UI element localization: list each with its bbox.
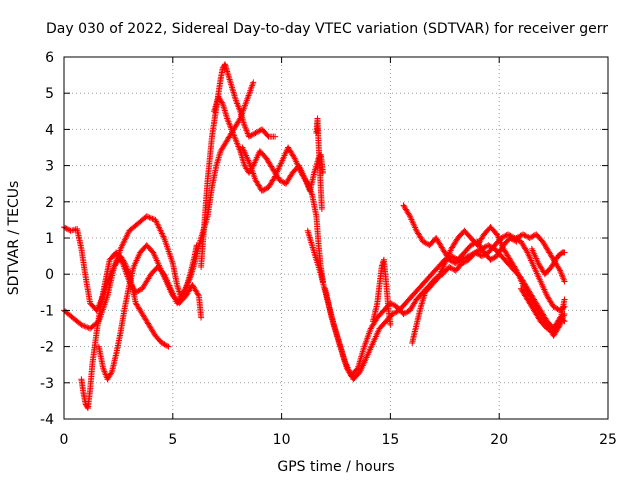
x-tick-label: 15 — [381, 432, 399, 448]
axis-ticks: 0 5 10 15 20 25 -4 -3 -2 -1 0 1 2 3 4 5 6 — [40, 50, 617, 448]
series-markers — [211, 93, 326, 194]
x-tick-label: 5 — [168, 432, 177, 448]
x-tick-label: 25 — [599, 432, 617, 448]
series-markers — [370, 256, 394, 328]
y-tick-label: -4 — [40, 412, 54, 428]
x-tick-label: 20 — [490, 432, 508, 448]
series-trace-6 — [211, 93, 326, 194]
series-trace-16 — [518, 285, 568, 336]
series-trace-15 — [528, 245, 568, 278]
x-axis-label: GPS time / hours — [277, 459, 394, 475]
y-tick-label: 1 — [45, 231, 54, 247]
data-points — [61, 61, 568, 412]
series-markers — [95, 242, 205, 383]
x-tick-label: 10 — [273, 432, 291, 448]
y-tick-label: 3 — [45, 159, 54, 175]
series-markers — [313, 115, 325, 213]
y-tick-label: 5 — [45, 86, 54, 102]
y-axis-label: SDTVAR / TECUs — [6, 181, 22, 296]
y-tick-label: -3 — [40, 376, 54, 392]
y-tick-label: -2 — [40, 340, 54, 356]
y-tick-label: 0 — [45, 267, 54, 283]
grid — [64, 57, 608, 419]
y-tick-label: -1 — [40, 303, 54, 319]
series-markers — [518, 285, 568, 336]
y-tick-label: 4 — [45, 122, 54, 138]
y-tick-label: 2 — [45, 195, 54, 211]
series-trace-12 — [400, 202, 568, 314]
series-markers — [528, 245, 568, 278]
series-markers — [513, 231, 568, 285]
series-trace-11 — [370, 256, 394, 328]
x-tick-label: 0 — [60, 432, 69, 448]
series-markers — [61, 224, 172, 350]
series-markers — [198, 61, 279, 270]
y-tick-label: 6 — [45, 50, 54, 66]
series-markers — [239, 144, 326, 285]
chart-title: Day 030 of 2022, Sidereal Day-to-day VTE… — [46, 21, 608, 37]
series-trace-4 — [95, 242, 205, 383]
series-markers — [400, 202, 568, 314]
series-trace-5 — [198, 61, 279, 270]
series-trace-7 — [239, 144, 326, 285]
series-trace-14 — [513, 231, 568, 285]
series-trace-1 — [61, 224, 172, 350]
series-trace-8 — [313, 115, 325, 213]
